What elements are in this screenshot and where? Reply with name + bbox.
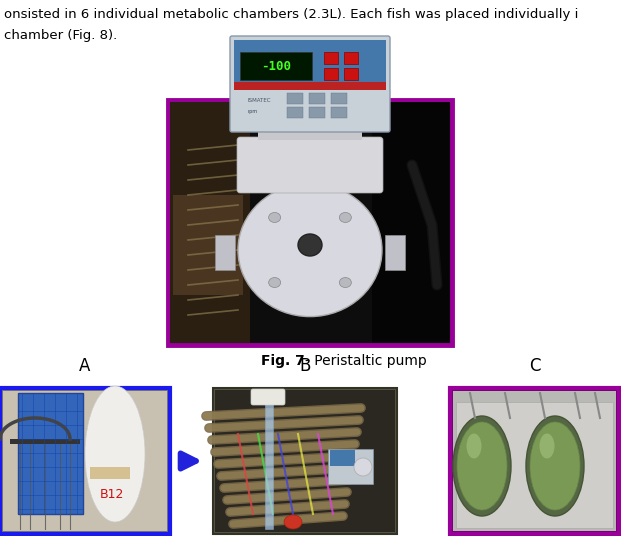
Text: Fig. 7: Fig. 7 bbox=[261, 354, 305, 368]
Text: B12: B12 bbox=[100, 488, 124, 501]
Text: B: B bbox=[299, 357, 310, 375]
Bar bbox=[258, 128, 362, 140]
Ellipse shape bbox=[354, 458, 372, 476]
Text: C: C bbox=[528, 357, 540, 375]
Bar bbox=[265, 393, 273, 529]
Bar bbox=[0, 388, 170, 534]
Ellipse shape bbox=[457, 422, 507, 510]
Bar bbox=[170, 102, 250, 343]
Bar bbox=[215, 235, 235, 270]
Bar bbox=[344, 52, 358, 64]
Bar bbox=[324, 52, 338, 64]
FancyBboxPatch shape bbox=[237, 137, 383, 193]
Text: chamber (Fig. 8).: chamber (Fig. 8). bbox=[4, 29, 117, 42]
Ellipse shape bbox=[298, 234, 322, 256]
FancyArrowPatch shape bbox=[181, 453, 196, 469]
Text: A: A bbox=[79, 357, 91, 375]
Text: onsisted in 6 individual metabolic chambers (2.3L). Each fish was placed individ: onsisted in 6 individual metabolic chamb… bbox=[4, 8, 578, 21]
Bar bbox=[168, 100, 452, 345]
Ellipse shape bbox=[466, 434, 481, 458]
Bar bbox=[344, 68, 358, 80]
Bar bbox=[328, 449, 373, 484]
FancyBboxPatch shape bbox=[230, 36, 390, 132]
Bar bbox=[213, 388, 397, 534]
Bar bbox=[453, 391, 616, 531]
FancyBboxPatch shape bbox=[251, 389, 285, 405]
Bar bbox=[287, 107, 303, 118]
Bar bbox=[173, 195, 243, 295]
Bar bbox=[18, 393, 83, 514]
Text: -100: -100 bbox=[261, 59, 291, 72]
Bar bbox=[324, 68, 338, 80]
Bar bbox=[215, 390, 395, 532]
Ellipse shape bbox=[453, 416, 511, 516]
Bar bbox=[331, 107, 347, 118]
Ellipse shape bbox=[339, 212, 351, 222]
Bar bbox=[309, 93, 325, 104]
Bar bbox=[240, 52, 312, 80]
Ellipse shape bbox=[526, 416, 584, 516]
Text: ISMATEC: ISMATEC bbox=[247, 98, 271, 102]
Bar bbox=[331, 93, 347, 104]
Bar bbox=[234, 40, 386, 83]
Ellipse shape bbox=[238, 183, 382, 317]
Ellipse shape bbox=[530, 422, 580, 510]
Bar bbox=[90, 467, 130, 479]
Bar bbox=[3, 391, 167, 531]
Ellipse shape bbox=[269, 212, 281, 222]
Text: rpm: rpm bbox=[247, 109, 257, 115]
Bar bbox=[385, 235, 405, 270]
Bar bbox=[234, 82, 386, 90]
Bar bbox=[309, 107, 325, 118]
Bar bbox=[372, 102, 450, 343]
Ellipse shape bbox=[540, 434, 555, 458]
Text: - Peristaltic pump: - Peristaltic pump bbox=[305, 354, 427, 368]
Ellipse shape bbox=[284, 515, 302, 529]
Bar bbox=[330, 450, 355, 466]
Bar bbox=[450, 388, 619, 534]
Ellipse shape bbox=[269, 278, 281, 287]
Bar bbox=[456, 402, 613, 528]
Ellipse shape bbox=[85, 386, 145, 522]
Bar bbox=[287, 93, 303, 104]
Bar bbox=[10, 439, 80, 444]
Ellipse shape bbox=[339, 278, 351, 287]
